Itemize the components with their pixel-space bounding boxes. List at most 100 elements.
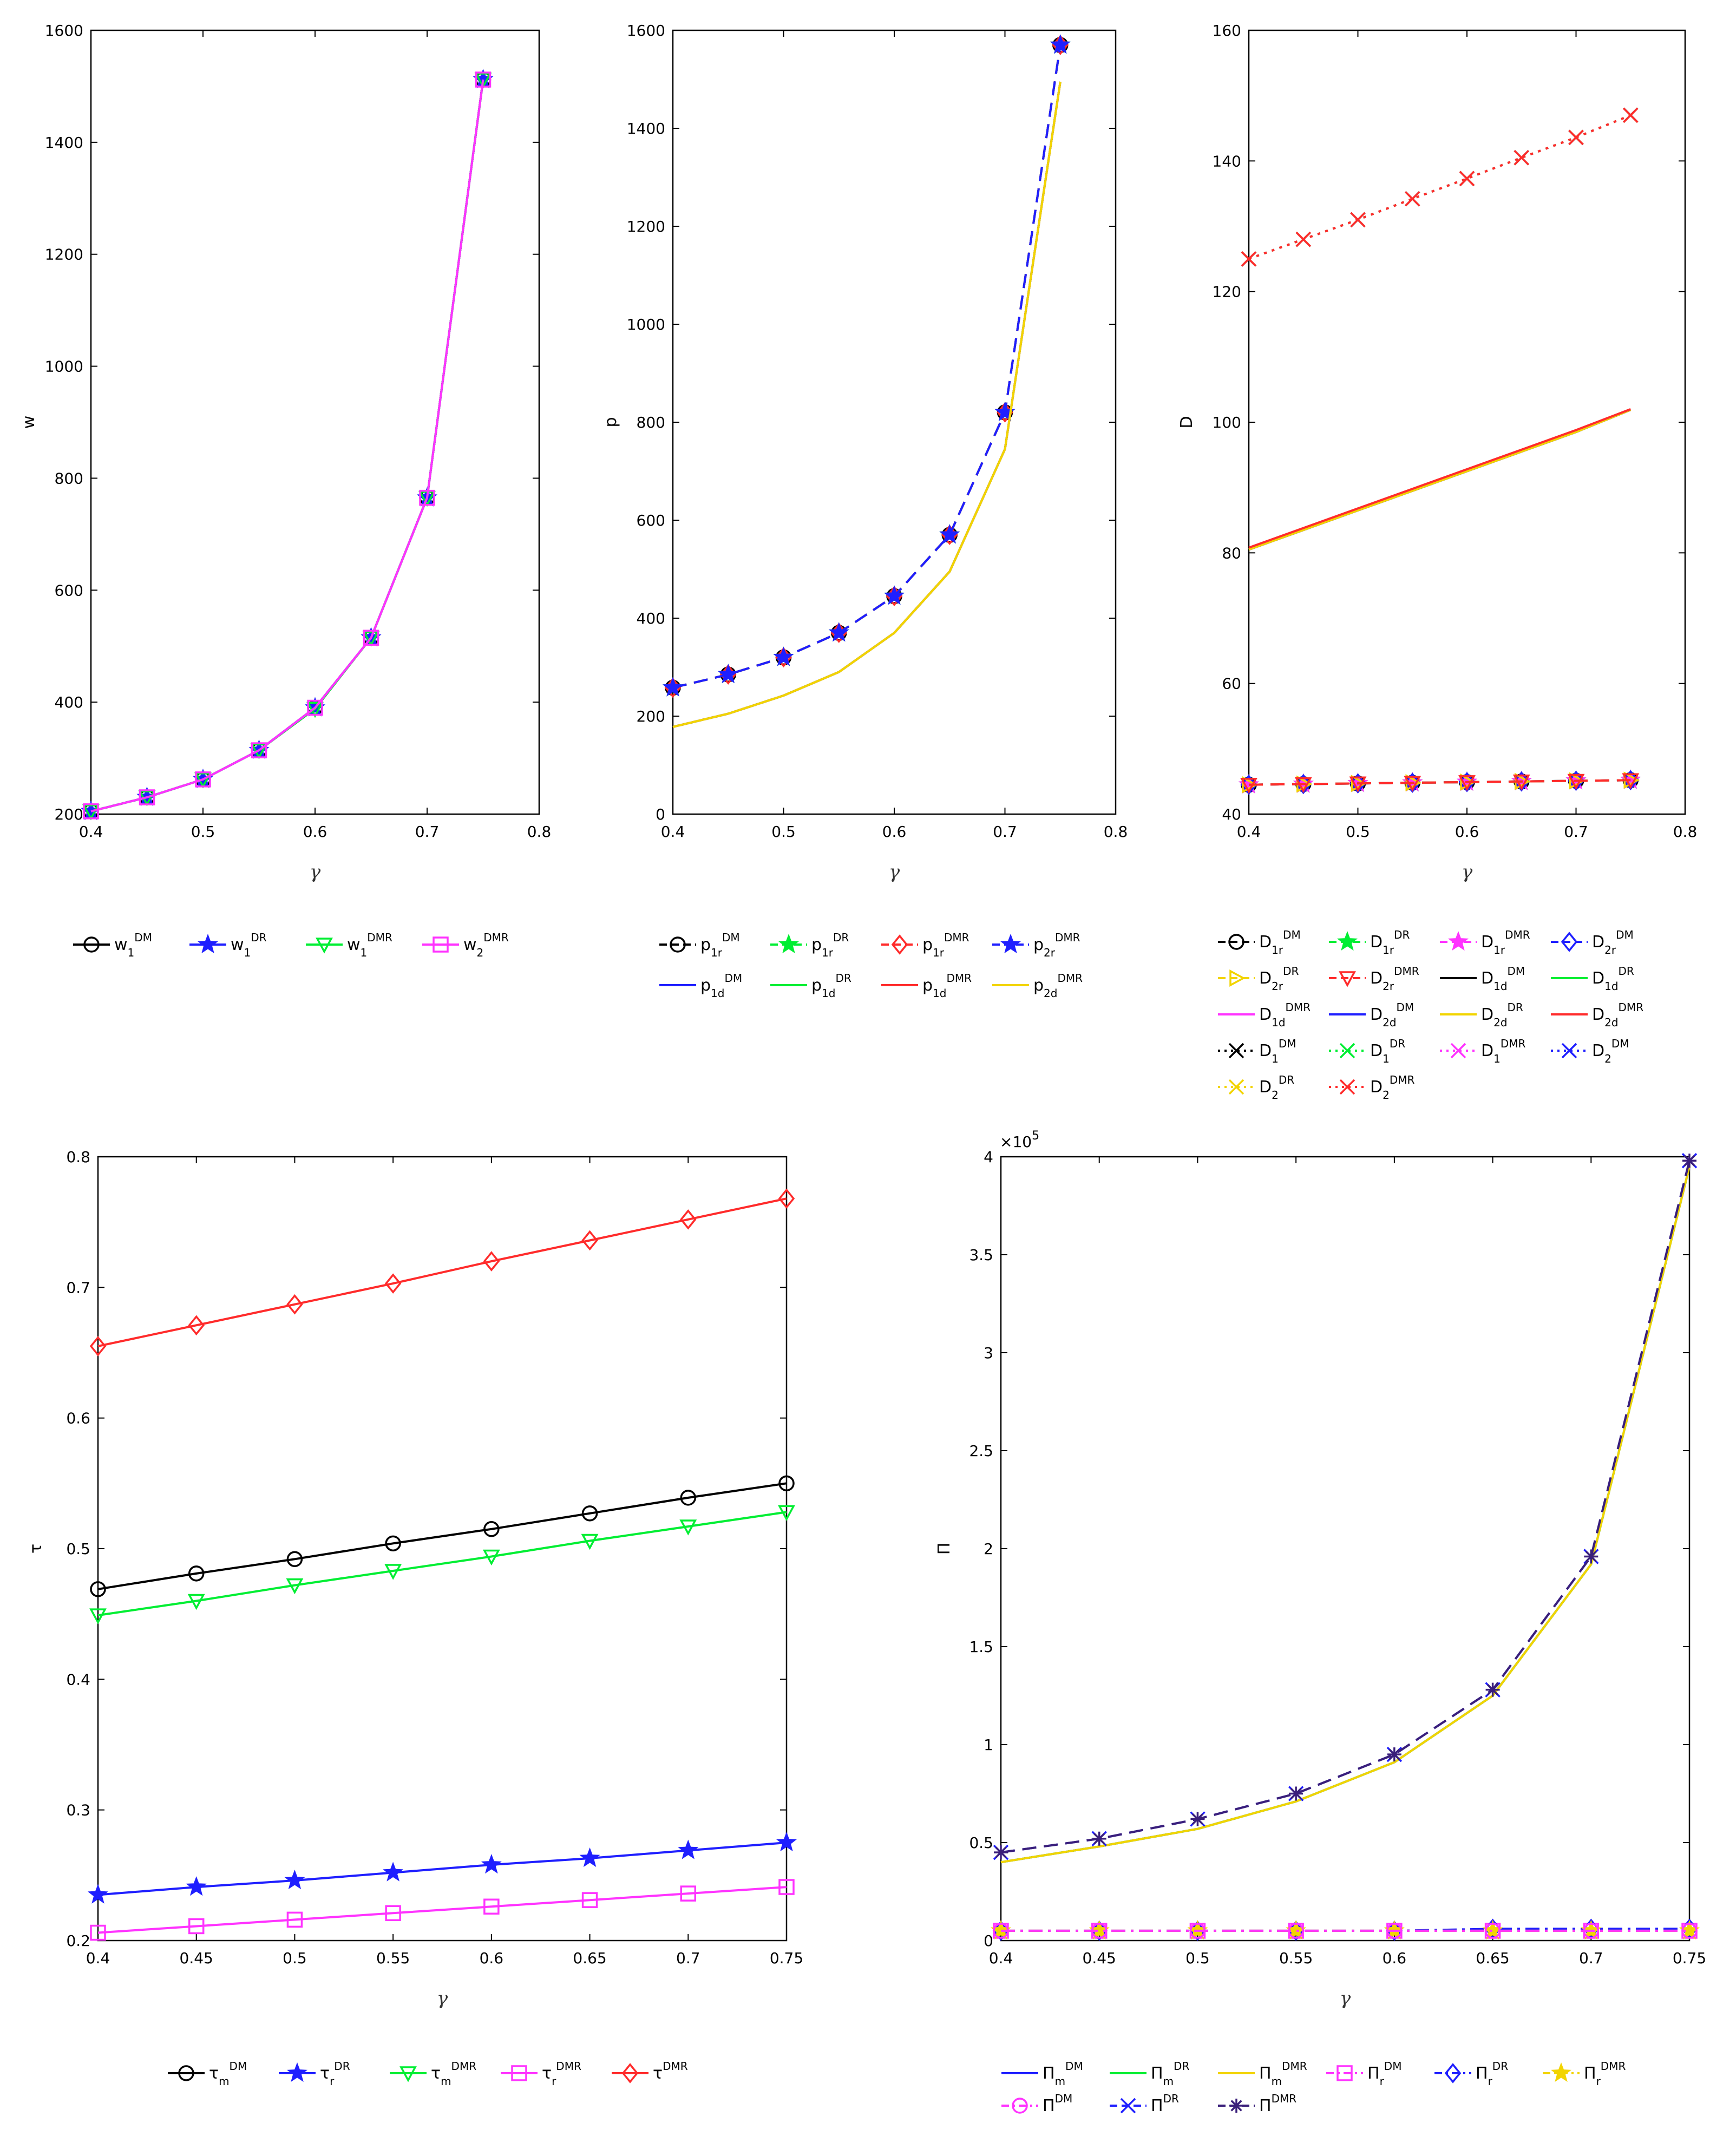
y-tick-label: 0.2 (66, 1932, 90, 1950)
legend-label: D2dDMR (1592, 1001, 1643, 1029)
series-line-p1r-dr (672, 44, 1062, 689)
data-point (1050, 34, 1071, 54)
legend-marker (511, 2065, 527, 2081)
legend-label: p2dDMR (1033, 972, 1083, 1000)
data-point (82, 804, 100, 821)
x-tick-label: 0.4 (989, 1949, 1013, 1967)
y-tick-label: 4 (984, 1148, 993, 1166)
y-tick-label: 1400 (627, 120, 665, 137)
x-axis-label: γ (889, 861, 900, 883)
data-point (483, 1898, 500, 1915)
data-point (1569, 772, 1586, 790)
legend-marker (1228, 1043, 1244, 1059)
data-point (1485, 1682, 1500, 1697)
data-point (286, 1551, 303, 1568)
y-tick-label: 800 (637, 414, 665, 431)
data-point (679, 1519, 697, 1536)
series-line-w1-dmr (90, 79, 484, 812)
legend-label: τrDMR (542, 2060, 581, 2088)
y-tick-label: 600 (55, 581, 83, 599)
legend-marker (1447, 931, 1469, 951)
data-point (1458, 775, 1476, 791)
legend-label: p1rDMR (922, 931, 969, 959)
data-point (1241, 251, 1257, 267)
data-point (1190, 1812, 1205, 1826)
legend-label: D2DMR (1370, 1073, 1415, 1102)
data-point (993, 1923, 1009, 1939)
legend-label: D1DM (1259, 1037, 1296, 1065)
x-tick-label: 0.4 (79, 823, 103, 841)
x-axis-label: γ (437, 1988, 448, 2009)
data-point (1584, 1549, 1598, 1564)
series-line-d2d-dr (1248, 409, 1632, 551)
data-point (483, 1521, 500, 1537)
data-point (1460, 773, 1476, 791)
y-tick-label: 1400 (45, 134, 83, 152)
data-point (482, 1549, 500, 1566)
legend-marker (197, 934, 219, 954)
y-tick-label: 0.8 (66, 1148, 90, 1166)
data-point (939, 524, 960, 544)
x-axis-label: γ (1462, 861, 1473, 883)
y-tick-label: 1600 (45, 22, 83, 40)
x-tick-label: 0.6 (1455, 823, 1479, 841)
series-line-w1-dm (90, 79, 484, 812)
legend-marker (1228, 934, 1244, 950)
data-point (718, 664, 739, 684)
chart-panel-profit: 0.4 0.45 0.5 0.55 0.6 0.65 0.7 0.75 0 0.5 1 1.5 2 2.5… (935, 1129, 1706, 2115)
legend-marker (1561, 932, 1578, 952)
legend-label: D1dDR (1592, 965, 1634, 993)
data-point (83, 803, 99, 820)
data-point (1288, 1923, 1304, 1939)
legend-label: D1dDM (1481, 965, 1525, 993)
chart-panel-wage: 0.4 0.5 0.6 0.7 0.8 200 400 600 800 1000 1200 1400 1… (19, 22, 551, 959)
chart-panel-demand: 0.4 0.5 0.6 0.7 0.8 40 60 80 100 120 140 160 γ D D1rDM… (1177, 22, 1697, 1102)
x-tick-label: 0.45 (180, 1949, 213, 1967)
y-tick-label: 2.5 (969, 1442, 993, 1460)
data-point (828, 622, 849, 642)
legend-marker (1337, 931, 1358, 951)
legend-marker (1339, 1043, 1355, 1059)
x-tick-label: 0.5 (1346, 823, 1370, 841)
y-tick-label: 1600 (627, 22, 665, 40)
data-point (188, 1315, 205, 1336)
x-tick-label: 0.4 (661, 823, 685, 841)
series-line-p1d-dmr (672, 81, 1062, 728)
x-tick-label: 0.55 (376, 1949, 410, 1967)
y-axis-label: D (1177, 416, 1196, 428)
data-point (581, 1534, 599, 1550)
legend-label: p2rDMR (1033, 931, 1080, 959)
data-point (1484, 1923, 1501, 1939)
x-tick-label: 0.65 (1476, 1949, 1509, 1967)
y-tick-label: 60 (1222, 675, 1241, 693)
legend-label: D1rDM (1259, 928, 1301, 956)
data-point (1351, 775, 1367, 792)
series-line-p1r-dm (672, 44, 1062, 689)
series-line-πm-dmr (1000, 1166, 1691, 1864)
legend-label: p1dDR (811, 972, 851, 1000)
legend-marker (1450, 1043, 1466, 1059)
y-tick-label: 1 (984, 1736, 993, 1754)
y-tick-label: 100 (1213, 414, 1241, 431)
y-tick-label: 0.5 (969, 1834, 993, 1852)
data-point (680, 1209, 697, 1230)
series-line-w1-dr (90, 79, 484, 812)
data-point (1295, 231, 1311, 247)
legend-label: τDMR (653, 2060, 688, 2083)
data-point (363, 630, 379, 646)
series-line-p1d-dr (672, 81, 1062, 728)
data-point (87, 1884, 109, 1904)
data-point (188, 1565, 205, 1582)
data-point (1350, 212, 1366, 228)
y-tick-label: 0 (656, 805, 665, 823)
chart-panel-tau: 0.4 0.45 0.5 0.55 0.6 0.65 0.7 0.75 0.2 0.3 0.4 0.5… (27, 1148, 803, 2088)
legend-label: p1dDMR (922, 972, 972, 1000)
data-point (581, 1230, 598, 1251)
x-tick-label: 0.8 (1104, 823, 1128, 841)
y-exponent-label: ×105 (1000, 1129, 1039, 1151)
data-point (662, 677, 684, 697)
data-point (483, 1251, 500, 1272)
legend-marker (621, 2063, 639, 2083)
data-point (286, 1911, 303, 1928)
